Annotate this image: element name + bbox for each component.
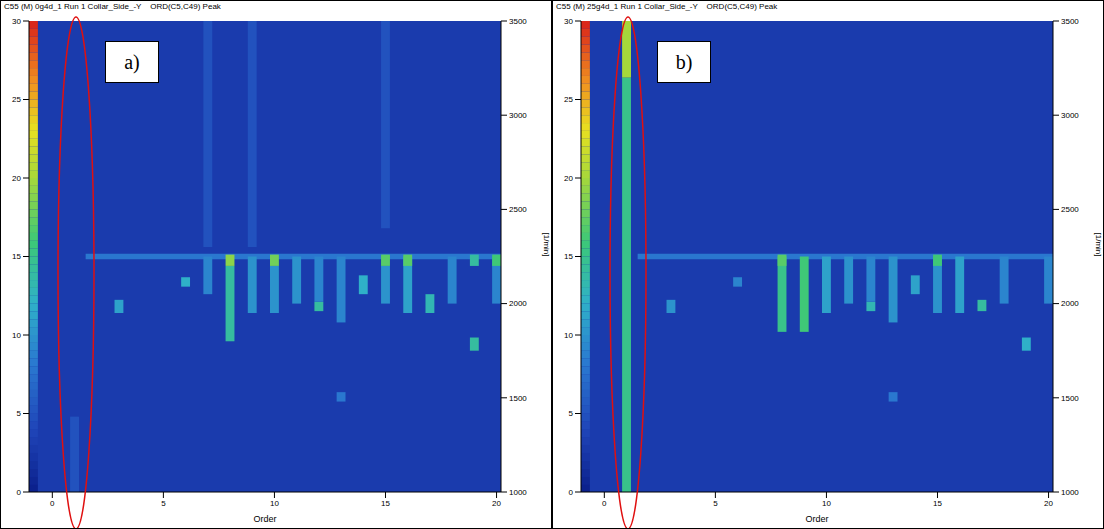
svg-text:[1/min]: [1/min] — [542, 232, 551, 256]
svg-text:1500: 1500 — [509, 394, 527, 403]
svg-text:25: 25 — [564, 95, 573, 104]
svg-text:0: 0 — [17, 488, 22, 497]
html-text:a): a) — [124, 50, 140, 73]
svg-text:15: 15 — [12, 252, 21, 261]
svg-text:2500: 2500 — [509, 205, 527, 214]
svg-text:15: 15 — [933, 499, 942, 508]
svg-text:5: 5 — [17, 409, 22, 418]
svg-text:5: 5 — [713, 499, 718, 508]
svg-text:5: 5 — [569, 409, 574, 418]
svg-text:30: 30 — [564, 17, 573, 26]
html-text:b): b) — [675, 50, 693, 73]
svg-text:3500: 3500 — [1061, 17, 1079, 26]
svg-text:10: 10 — [12, 331, 21, 340]
svg-text:0: 0 — [50, 499, 55, 508]
svg-text:20: 20 — [1044, 499, 1053, 508]
svg-text:2000: 2000 — [509, 299, 527, 308]
svg-text:3500: 3500 — [509, 17, 527, 26]
svg-text:1500: 1500 — [1061, 394, 1079, 403]
svg-text:20: 20 — [12, 174, 21, 183]
svg-text:[1/min]: [1/min] — [1094, 232, 1103, 256]
svg-text:20: 20 — [564, 174, 573, 183]
svg-text:3000: 3000 — [1061, 111, 1079, 120]
html-text:C55 (M) 0g4d_1 Run 1 Collar_Si: C55 (M) 0g4d_1 Run 1 Collar_Side_-Y ORD(… — [4, 2, 221, 11]
svg-text:10: 10 — [270, 499, 279, 508]
svg-text:1000: 1000 — [509, 488, 527, 497]
svg-text:25: 25 — [12, 95, 21, 104]
svg-text:15: 15 — [381, 499, 390, 508]
svg-text:0: 0 — [569, 488, 574, 497]
svg-text:3000: 3000 — [509, 111, 527, 120]
svg-text:10: 10 — [822, 499, 831, 508]
svg-text:Order: Order — [253, 514, 276, 524]
svg-text:2000: 2000 — [1061, 299, 1079, 308]
svg-text:15: 15 — [564, 252, 573, 261]
html-text:C55 (M) 25g4d_1 Run 1 Collar_S: C55 (M) 25g4d_1 Run 1 Collar_Side_-Y ORD… — [556, 2, 778, 11]
svg-text:0: 0 — [602, 499, 607, 508]
svg-text:10: 10 — [564, 331, 573, 340]
svg-text:2500: 2500 — [1061, 205, 1079, 214]
svg-text:5: 5 — [161, 499, 166, 508]
svg-text:30: 30 — [12, 17, 21, 26]
svg-text:1000: 1000 — [1061, 488, 1079, 497]
svg-text:Order: Order — [805, 514, 828, 524]
svg-text:20: 20 — [492, 499, 501, 508]
